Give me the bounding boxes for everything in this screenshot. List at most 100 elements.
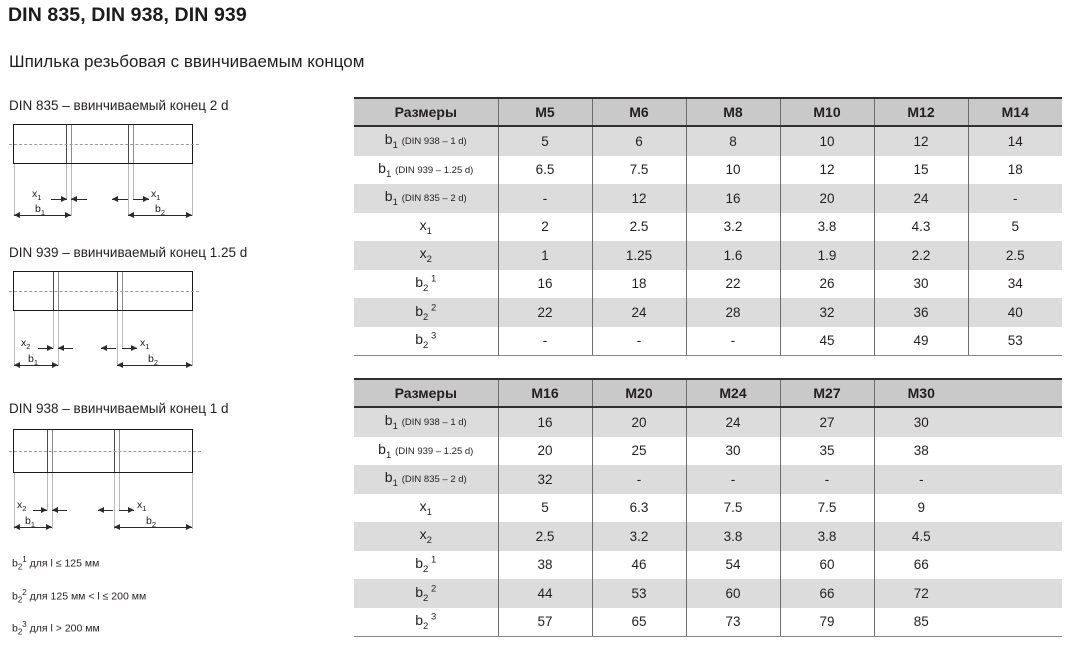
- data-cell-empty: [968, 607, 1062, 637]
- data-cell: 3.8: [779, 522, 874, 551]
- data-cell: 66: [873, 550, 968, 579]
- column-header-empty: [968, 378, 1062, 408]
- data-cell: 4.5: [873, 522, 968, 551]
- data-cell: 32: [497, 465, 592, 494]
- dimension-line-b2: [117, 362, 192, 368]
- row-label-cell: x2: [354, 241, 498, 270]
- row-label: x2: [419, 245, 432, 266]
- data-cell: 53: [967, 326, 1062, 356]
- extension-line: [58, 311, 59, 366]
- dimension-label-b1: b1: [25, 515, 36, 530]
- column-header-M24: M24: [685, 378, 780, 408]
- data-cell: 1: [497, 241, 592, 270]
- data-cell: 18: [967, 155, 1062, 184]
- footnote-3: b23 для l > 200 мм: [12, 621, 146, 637]
- data-cell: 18: [591, 269, 686, 298]
- row-label: b1 (DIN 939 – 1.25 d): [378, 159, 474, 180]
- data-cell-empty: [968, 550, 1062, 579]
- column-header-M10: M10: [779, 97, 874, 127]
- data-cell: 20: [779, 184, 874, 213]
- extension-line: [47, 473, 48, 511]
- data-cell: 38: [873, 436, 968, 465]
- row-label: b2 2: [415, 583, 437, 604]
- data-cell: 16: [497, 269, 592, 298]
- row-label-cell: b2 3: [354, 326, 498, 356]
- dimension-line-b2: [114, 524, 192, 530]
- table-body: b1 (DIN 938 – 1 d) 16 20 24 27 30 b1 (DIN 939 …: [354, 407, 1062, 637]
- data-cell: 8: [685, 126, 780, 156]
- data-cell: -: [497, 184, 592, 213]
- dimension-label-x1-right: x1: [140, 337, 150, 352]
- row-label: b1 (DIN 939 – 1.25 d): [378, 440, 474, 461]
- footnote-sub: 2: [17, 627, 23, 637]
- row-label: b2 1: [415, 554, 437, 575]
- footnote-sup: 1: [22, 555, 27, 564]
- data-cell: 6.3: [591, 493, 686, 522]
- center-axis-line: [9, 451, 201, 453]
- data-cell: 5: [967, 212, 1062, 241]
- data-cell: -: [685, 465, 780, 494]
- extension-line: [117, 311, 118, 366]
- data-cell: 25: [591, 436, 686, 465]
- footnote-symbol: b: [12, 590, 18, 603]
- data-cell: 38: [497, 550, 592, 579]
- extension-line: [192, 473, 193, 529]
- row-label-cell: x1: [354, 493, 498, 522]
- data-cell: 14: [967, 126, 1062, 156]
- data-cell: 57: [497, 607, 592, 637]
- data-cell: -: [967, 184, 1062, 213]
- data-cell: 2.5: [591, 212, 686, 241]
- data-cell: 10: [779, 126, 874, 156]
- footnote-sub: 2: [17, 562, 23, 572]
- row-label-cell: b1 (DIN 835 – 2 d): [354, 465, 498, 494]
- figure-caption-din-939: DIN 939 – ввинчиваемый конец 1.25 d: [9, 245, 248, 260]
- column-header-sizes: Размеры: [354, 378, 498, 408]
- data-cell-empty: [968, 407, 1062, 437]
- row-label-cell: b1 (DIN 938 – 1 d): [354, 126, 498, 156]
- page-title: DIN 835, DIN 938, DIN 939: [8, 4, 247, 26]
- data-cell: 2.5: [497, 522, 592, 551]
- extension-line: [128, 164, 129, 216]
- dimension-label-b1: b1: [28, 353, 39, 368]
- table-row: b1 (DIN 938 – 1 d) 16 20 24 27 30: [354, 407, 1062, 437]
- extension-line: [14, 164, 15, 216]
- data-cell-empty: [968, 465, 1062, 494]
- footnotes: b21 для l ≤ 125 мм b22 для 125 мм < l ≤ …: [12, 556, 146, 654]
- extension-line: [114, 473, 115, 529]
- footnote-text: для l > 200 мм: [29, 622, 100, 635]
- table-row: b1 (DIN 938 – 1 d) 5 6 8 10 12 14: [354, 126, 1062, 156]
- dimension-label-b2: b2: [148, 353, 159, 368]
- column-header-M14: M14: [967, 97, 1062, 127]
- data-cell: 16: [685, 184, 780, 213]
- row-label: x2: [419, 526, 432, 547]
- dimension-label-x2-left: x2: [17, 499, 27, 514]
- table-row: b2 3- - -45 49 53: [354, 326, 1062, 356]
- data-cell: 20: [497, 436, 592, 465]
- extension-line: [66, 164, 67, 200]
- table-row: b1 (DIN 835 – 2 d) 32- - - -: [354, 465, 1062, 494]
- data-cell: 7.5: [685, 493, 780, 522]
- data-cell: -: [685, 326, 780, 356]
- dimension-line-x2-left: [38, 345, 53, 351]
- column-header-M30: M30: [873, 378, 968, 408]
- data-cell: 27: [779, 407, 874, 437]
- data-cell: 54: [685, 550, 780, 579]
- data-cell: 24: [873, 184, 968, 213]
- dimension-label-b1: b1: [35, 203, 46, 218]
- table-header-row: Размеры M5 M6 M8 M10 M12 M14: [354, 97, 1062, 127]
- column-header-M27: M27: [779, 378, 874, 408]
- table-row: x2 1 1.25 1.6 1.9 2.2 2.5: [354, 241, 1062, 270]
- data-cell: 10: [685, 155, 780, 184]
- data-cell: 46: [591, 550, 686, 579]
- data-cell-empty: [968, 522, 1062, 551]
- data-cell: 60: [685, 579, 780, 608]
- data-cell: 30: [873, 407, 968, 437]
- data-cell: 2: [497, 212, 592, 241]
- data-cell: 26: [779, 269, 874, 298]
- data-cell: 7.5: [779, 493, 874, 522]
- row-label-cell: b1 (DIN 938 – 1 d): [354, 407, 498, 437]
- data-cell: 5: [497, 493, 592, 522]
- dimension-label-b2: b2: [146, 515, 157, 530]
- footnote-sup: 2: [22, 587, 27, 597]
- center-axis-line: [9, 144, 199, 146]
